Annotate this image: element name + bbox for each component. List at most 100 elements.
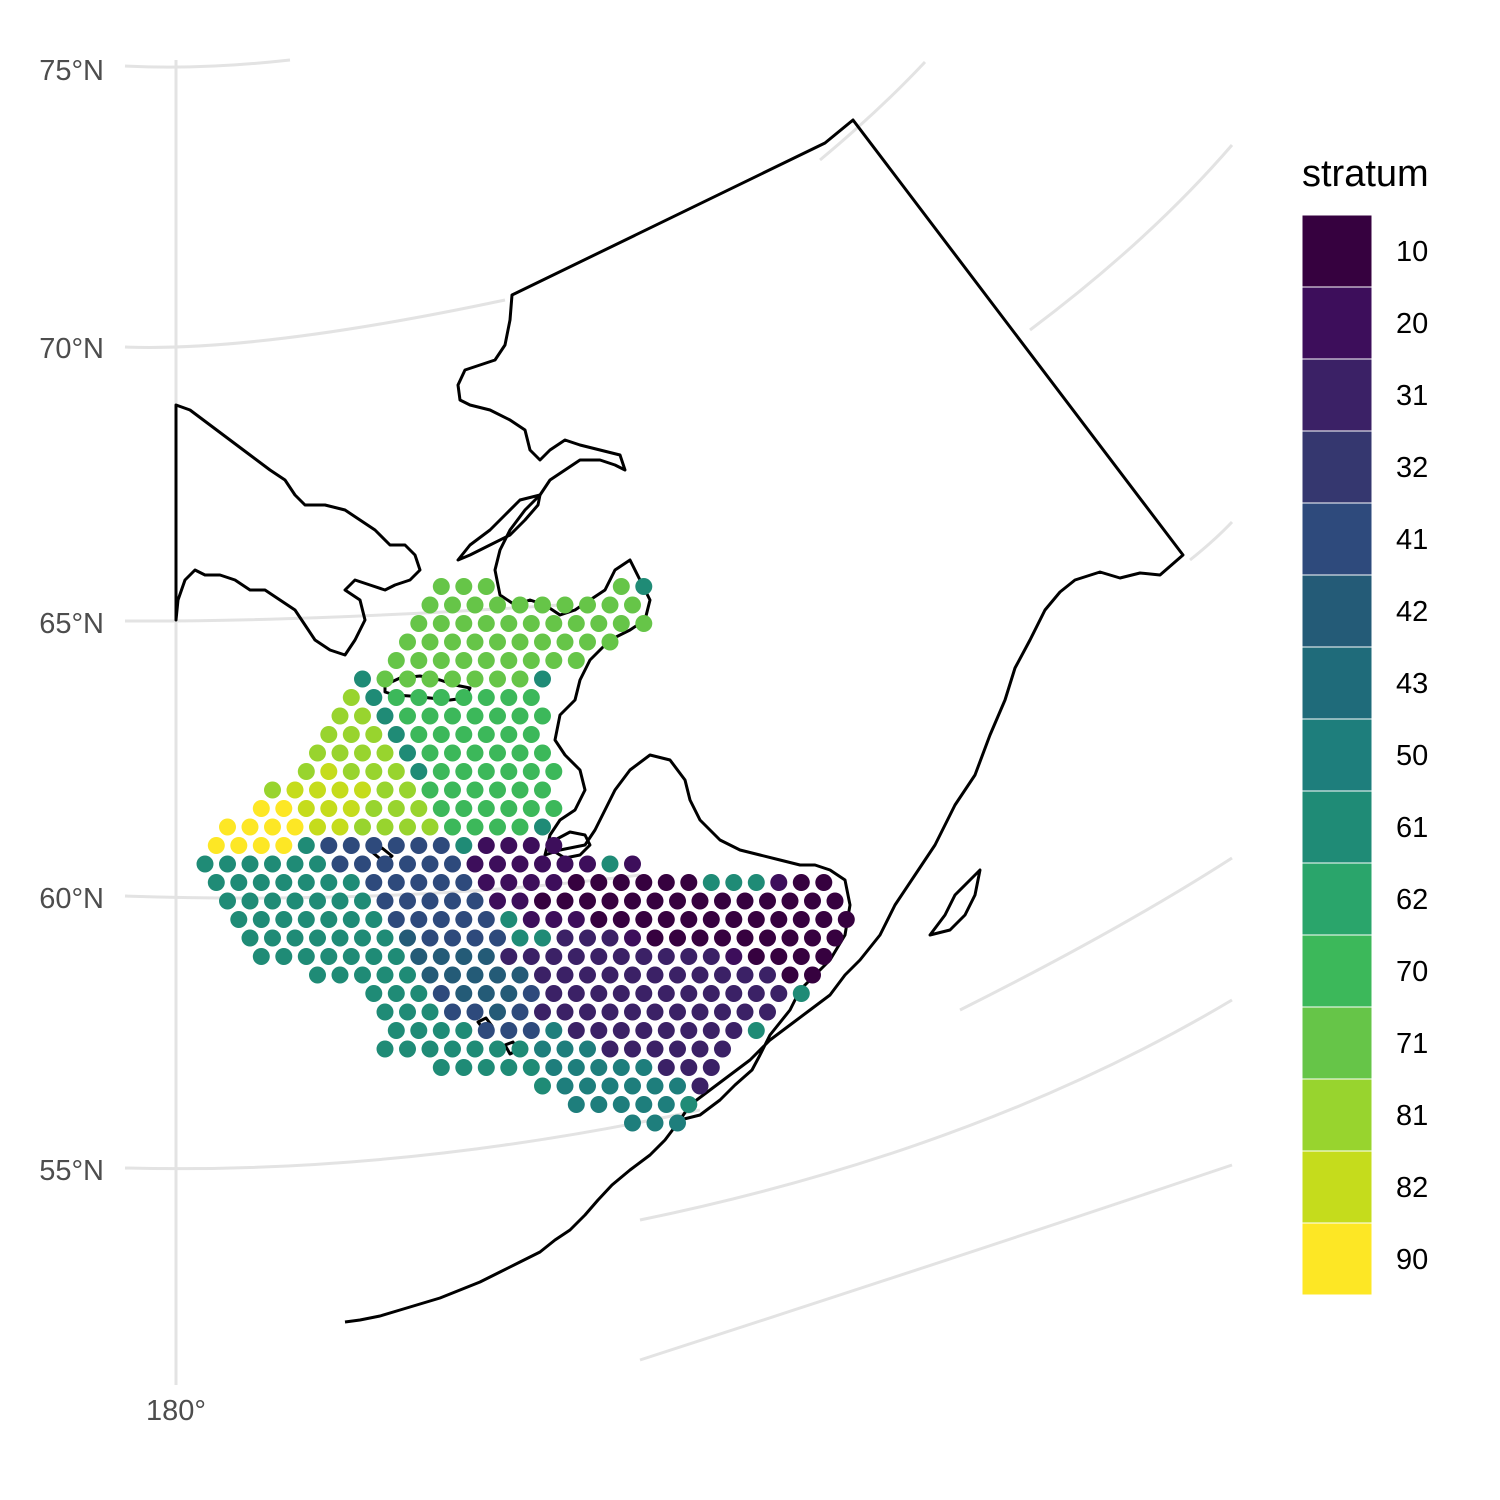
station-point	[421, 670, 439, 688]
station-point	[511, 1040, 529, 1058]
station-point	[736, 929, 754, 947]
station-point	[297, 837, 315, 854]
station-point	[410, 948, 428, 965]
station-point	[489, 892, 506, 910]
station-point	[309, 781, 326, 799]
lat-label-60: 60°N	[39, 883, 104, 915]
station-point	[747, 985, 765, 1002]
station-point	[286, 781, 304, 799]
station-point	[309, 892, 326, 910]
station-point	[466, 1040, 484, 1058]
station-point	[635, 948, 653, 965]
station-point	[702, 985, 720, 1002]
graticule-arc-1	[819, 60, 927, 162]
station-point	[837, 911, 855, 928]
station-point	[399, 633, 416, 651]
lat-label-70: 70°N	[39, 333, 104, 365]
station-point	[511, 596, 529, 614]
station-point	[511, 1003, 529, 1021]
station-point	[477, 1059, 495, 1076]
station-point	[477, 985, 495, 1002]
station-point	[421, 1003, 439, 1021]
station-point	[444, 929, 461, 947]
station-point	[511, 781, 529, 799]
station-point	[601, 929, 619, 947]
station-point	[522, 689, 540, 706]
station-point	[680, 1022, 698, 1039]
station-point	[522, 652, 540, 669]
legend-label-70: 70	[1396, 956, 1428, 988]
station-point	[320, 726, 338, 743]
station-point	[680, 1096, 698, 1113]
station-point	[342, 948, 360, 965]
station-point	[331, 855, 349, 873]
station-point	[747, 874, 765, 891]
graticule-lat-70	[124, 298, 506, 349]
latitude-labels: 75°N 70°N 65°N 60°N 55°N	[39, 55, 104, 1187]
legend-label-90: 90	[1396, 1244, 1428, 1276]
station-point	[714, 929, 731, 947]
station-point	[432, 1059, 450, 1076]
station-point	[725, 948, 743, 965]
station-point	[264, 855, 281, 873]
station-point	[567, 874, 585, 891]
station-point	[466, 596, 484, 614]
station-point	[432, 911, 450, 928]
station-point	[534, 670, 551, 688]
graticule-arc-6	[639, 1163, 1233, 1362]
station-point	[410, 652, 428, 669]
station-point	[601, 1077, 619, 1095]
station-point	[421, 744, 439, 762]
legend-items: 10 20 31 32 41 42 43 50 61 62 70 71 81 82 90	[1301, 214, 1428, 1296]
station-point	[759, 966, 776, 984]
legend-swatch-20	[1301, 286, 1373, 360]
station-point	[500, 874, 518, 891]
station-point	[399, 744, 416, 762]
station-point	[264, 892, 281, 910]
station-point	[432, 837, 450, 854]
station-point	[500, 948, 518, 965]
station-point	[489, 596, 506, 614]
station-point	[556, 1040, 574, 1058]
station-point	[556, 892, 574, 910]
station-point	[444, 744, 461, 762]
station-point	[534, 892, 551, 910]
station-point	[410, 874, 428, 891]
station-point	[354, 670, 371, 688]
station-point	[342, 800, 360, 817]
station-point	[612, 1096, 630, 1113]
legend-swatch-82	[1301, 1150, 1373, 1224]
station-point	[477, 652, 495, 669]
station-point	[534, 966, 551, 984]
station-point	[466, 892, 484, 910]
station-point	[579, 1003, 596, 1021]
station-point	[376, 855, 394, 873]
station-point	[545, 948, 563, 965]
station-point	[320, 874, 338, 891]
station-point	[657, 911, 675, 928]
station-point	[342, 911, 360, 928]
station-point	[545, 911, 563, 928]
station-point	[702, 911, 720, 928]
station-point	[579, 633, 596, 651]
station-point	[376, 929, 394, 947]
station-point	[466, 744, 484, 762]
legend-swatch-71	[1301, 1006, 1373, 1080]
station-point	[702, 874, 720, 891]
station-point	[432, 652, 450, 669]
station-point	[376, 966, 394, 984]
legend-swatch-32	[1301, 430, 1373, 504]
station-point	[455, 874, 473, 891]
station-point	[500, 1059, 518, 1076]
station-point	[489, 744, 506, 762]
station-point	[421, 1040, 439, 1058]
station-point	[354, 707, 371, 725]
station-point	[365, 874, 383, 891]
legend-label-32: 32	[1396, 452, 1428, 484]
station-point	[297, 911, 315, 928]
station-point	[477, 1022, 495, 1039]
station-point	[466, 781, 484, 799]
station-point	[601, 1040, 619, 1058]
station-point	[387, 689, 405, 706]
